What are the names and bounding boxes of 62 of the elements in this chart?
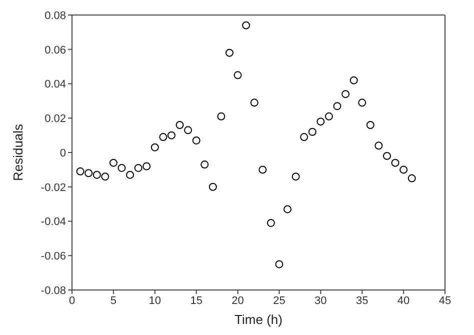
point — [308, 128, 316, 136]
point — [266, 218, 275, 227]
x-tick-label: 10 — [148, 294, 162, 307]
y-tick-label: 0 — [60, 147, 66, 160]
point — [109, 158, 118, 167]
point — [118, 164, 126, 172]
point — [366, 121, 374, 129]
point — [142, 162, 151, 170]
point — [159, 133, 168, 142]
point — [101, 172, 110, 181]
point — [350, 76, 358, 84]
point — [275, 260, 284, 268]
point — [242, 21, 250, 30]
point — [316, 118, 325, 126]
point — [333, 102, 342, 110]
point — [292, 172, 300, 181]
point — [76, 167, 84, 176]
y-tick-label: -0.08 — [40, 284, 66, 297]
x-tick-label: 15 — [190, 294, 202, 307]
point — [217, 112, 226, 120]
y-axis-title: Residuals — [10, 123, 26, 182]
y-tick-label: 0.08 — [44, 10, 66, 22]
y-tick-label: -0.02 — [40, 182, 66, 194]
point — [258, 166, 267, 174]
y-tick-label: 0.04 — [44, 78, 66, 91]
point — [234, 71, 242, 80]
point — [84, 169, 93, 178]
point — [358, 98, 366, 107]
point — [176, 121, 184, 129]
x-tick-label: 5 — [110, 294, 117, 307]
point — [300, 133, 308, 142]
point — [391, 158, 400, 167]
point — [92, 170, 101, 179]
y-tick-label: -0.04 — [40, 216, 66, 228]
x-tick-label: 0 — [68, 294, 76, 307]
x-tick-label: 20 — [232, 294, 244, 307]
point — [184, 126, 192, 134]
point — [150, 143, 159, 152]
point — [400, 166, 408, 174]
point — [126, 170, 134, 179]
point — [342, 90, 350, 98]
point — [192, 136, 200, 144]
x-tick-label: 40 — [397, 294, 410, 307]
y-tick-label: 0.02 — [44, 113, 66, 126]
point — [134, 164, 142, 172]
point — [324, 112, 333, 120]
point — [208, 182, 217, 191]
y-tick-label: 0.06 — [44, 44, 66, 56]
x-tick-label: 30 — [314, 294, 327, 307]
point — [374, 142, 383, 150]
point — [250, 98, 258, 107]
x-tick-label: 25 — [273, 294, 286, 307]
x-axis-title: Time (h) — [234, 312, 282, 327]
point — [225, 48, 234, 57]
x-tick-label: 35 — [356, 294, 368, 307]
point — [167, 131, 176, 140]
point — [382, 152, 391, 160]
y-tick-label: -0.06 — [40, 250, 66, 263]
point — [284, 205, 292, 214]
point — [408, 174, 416, 182]
x-tick-label: 45 — [438, 294, 452, 307]
point — [200, 160, 209, 169]
